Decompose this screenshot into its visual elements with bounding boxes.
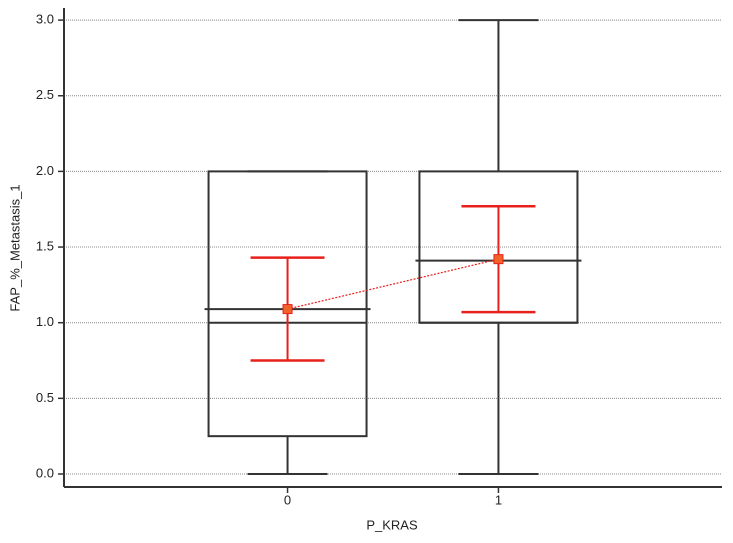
y-tick-label: 0.0	[36, 465, 54, 480]
y-tick-label: 3.0	[36, 12, 54, 27]
y-tick-label: 1.5	[36, 238, 54, 253]
x-tick-label: 1	[495, 492, 502, 507]
x-tick-label: 0	[284, 492, 291, 507]
y-tick-label: 2.0	[36, 163, 54, 178]
y-tick-label: 1.0	[36, 314, 54, 329]
box	[207, 170, 368, 438]
mean-marker	[493, 254, 504, 265]
y-tick-label: 2.5	[36, 87, 54, 102]
x-axis-label: P_KRAS	[366, 517, 418, 532]
mean-connector	[287, 258, 499, 310]
y-tick-label: 0.5	[36, 390, 54, 405]
y-axis-label: FAP_%_Metastasis_1	[7, 184, 22, 311]
mean-marker	[282, 304, 293, 315]
